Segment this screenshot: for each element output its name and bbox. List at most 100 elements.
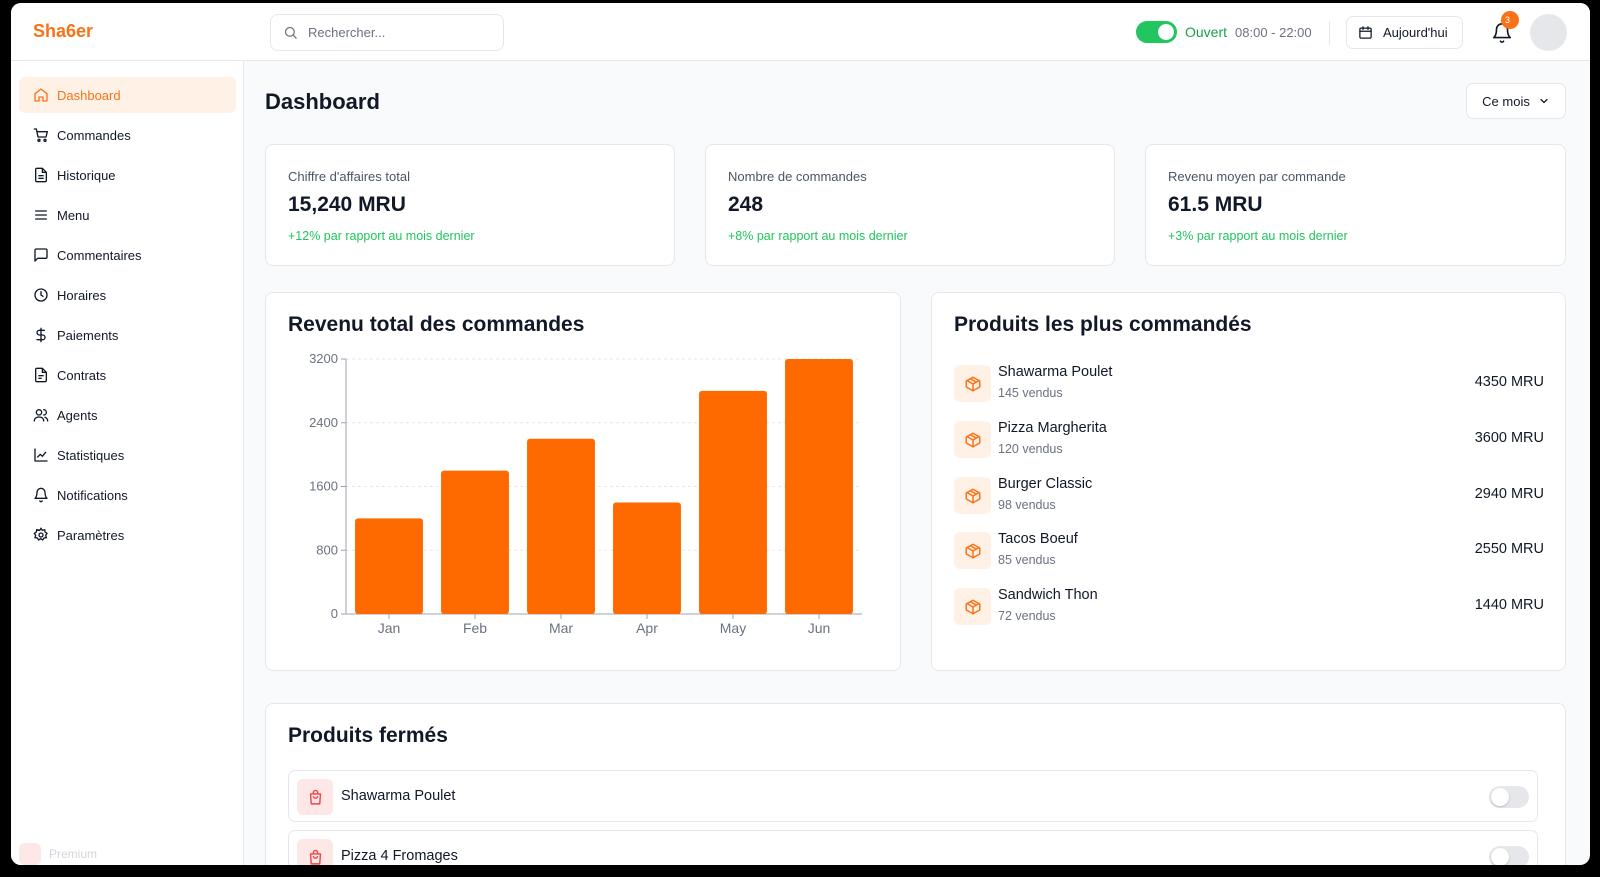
chart-bar[interactable] bbox=[699, 390, 767, 614]
x-tick-label: May bbox=[720, 620, 746, 636]
today-button[interactable]: Aujourd'hui bbox=[1346, 16, 1463, 49]
sidebar-item-commandes[interactable]: Commandes bbox=[19, 117, 236, 153]
sidebar-item-label: Historique bbox=[57, 167, 116, 183]
header-divider bbox=[1329, 21, 1330, 45]
document-icon bbox=[35, 367, 47, 383]
sidebar-item-label: Dashboard bbox=[57, 87, 121, 103]
x-tick-label: Mar bbox=[549, 620, 573, 636]
list-item[interactable]: Pizza Margherita 120 vendus 3600 MRU bbox=[954, 418, 1544, 460]
stat-card-orders: Nombre de commandes 248 +8% par rapport … bbox=[705, 144, 1115, 266]
chevron-down-icon bbox=[1540, 98, 1548, 104]
user-avatar[interactable] bbox=[1530, 14, 1567, 51]
product-name: Burger Classic bbox=[998, 476, 1093, 492]
sidebar-item-agents[interactable]: Agents bbox=[19, 397, 236, 433]
product-sold: 145 vendus bbox=[998, 386, 1063, 400]
sidebar-item-label: Agents bbox=[57, 407, 98, 423]
bell-icon bbox=[34, 487, 48, 503]
sidebar-item-commentaires[interactable]: Commentaires bbox=[19, 237, 236, 273]
stat-value: 248 bbox=[728, 193, 764, 216]
shopping-bag-icon bbox=[297, 779, 333, 815]
stat-change: +8% par rapport au mois dernier bbox=[728, 229, 908, 243]
sidebar-item-statistiques[interactable]: Statistiques bbox=[19, 437, 236, 473]
list-item[interactable]: Burger Classic 98 vendus 2940 MRU bbox=[954, 474, 1544, 516]
product-sold: 120 vendus bbox=[998, 442, 1063, 456]
x-tick-label: Jun bbox=[808, 620, 831, 636]
file-icon bbox=[35, 167, 47, 183]
revenue-chart-title: Revenu total des commandes bbox=[288, 313, 585, 336]
clock-icon bbox=[34, 288, 48, 302]
product-name: Tacos Boeuf bbox=[998, 531, 1078, 547]
product-revenue: 2940 MRU bbox=[1474, 486, 1544, 502]
x-tick-label: Feb bbox=[463, 620, 487, 636]
stat-change: +12% par rapport au mois dernier bbox=[288, 229, 475, 243]
stat-change: +3% par rapport au mois dernier bbox=[1168, 229, 1348, 243]
status-label: Ouvert bbox=[1185, 24, 1228, 40]
product-revenue: 3600 MRU bbox=[1474, 430, 1544, 446]
sidebar-item-label: Menu bbox=[57, 207, 90, 223]
message-icon bbox=[34, 248, 48, 262]
page-title: Dashboard bbox=[265, 89, 380, 114]
sidebar-item-paiements[interactable]: Paiements bbox=[19, 317, 236, 353]
stat-card-average: Revenu moyen par commande 61.5 MRU +3% p… bbox=[1145, 144, 1566, 266]
list-item[interactable]: Sandwich Thon 72 vendus 1440 MRU bbox=[954, 585, 1544, 627]
table-row: Pizza 4 Fromages bbox=[288, 830, 1538, 865]
gear-icon bbox=[33, 527, 48, 541]
open-toggle[interactable] bbox=[1136, 21, 1177, 43]
shopping-bag-icon bbox=[297, 839, 333, 865]
list-item[interactable]: Tacos Boeuf 85 vendus 2550 MRU bbox=[954, 529, 1544, 571]
product-availability-toggle[interactable] bbox=[1489, 846, 1529, 865]
sidebar-item-label: Paiements bbox=[57, 327, 119, 343]
notification-badge: 3 bbox=[1501, 11, 1519, 29]
chart-bar[interactable] bbox=[785, 359, 853, 614]
stat-label: Chiffre d'affaires total bbox=[288, 169, 410, 184]
app-logo[interactable]: Sha6er bbox=[33, 21, 94, 41]
y-tick-label: 3200 bbox=[309, 351, 338, 366]
product-name: Sandwich Thon bbox=[998, 587, 1098, 603]
top-header: Sha6er Ouvert 08:00 - 22:00 Aujourd'hui … bbox=[11, 3, 1590, 61]
package-icon bbox=[954, 421, 991, 458]
package-icon bbox=[954, 588, 991, 625]
stat-label: Nombre de commandes bbox=[728, 169, 867, 184]
open-status: Ouvert 08:00 - 22:00 bbox=[1136, 21, 1312, 43]
sidebar-item-label: Commentaires bbox=[57, 247, 142, 263]
sidebar-item-label: Notifications bbox=[57, 487, 128, 503]
product-revenue: 1440 MRU bbox=[1474, 597, 1544, 613]
package-icon bbox=[954, 532, 991, 569]
product-sold: 85 vendus bbox=[998, 553, 1056, 567]
search-box[interactable] bbox=[270, 14, 504, 51]
premium-link[interactable]: Premium bbox=[19, 843, 97, 865]
premium-icon bbox=[19, 843, 41, 865]
sidebar-item-parametres[interactable]: Paramètres bbox=[19, 517, 236, 553]
chart-bar[interactable] bbox=[441, 470, 509, 614]
x-tick-label: Apr bbox=[636, 620, 658, 636]
sidebar-item-horaires[interactable]: Horaires bbox=[19, 277, 236, 313]
sidebar-item-label: Paramètres bbox=[57, 527, 125, 543]
period-select[interactable]: Ce mois bbox=[1466, 83, 1566, 119]
product-availability-toggle[interactable] bbox=[1489, 786, 1529, 808]
revenue-chart-card: Revenu total des commandes 0 800 1600 2400 3… bbox=[265, 292, 901, 671]
sidebar-item-label: Commandes bbox=[57, 127, 131, 143]
chart-bar[interactable] bbox=[613, 502, 681, 614]
premium-label: Premium bbox=[49, 847, 98, 861]
stat-value: 61.5 MRU bbox=[1168, 193, 1263, 216]
search-input[interactable] bbox=[308, 25, 488, 40]
top-products-title: Produits les plus commandés bbox=[954, 313, 1252, 336]
sidebar-item-menu[interactable]: Menu bbox=[19, 197, 236, 233]
sidebar-item-dashboard[interactable]: Dashboard bbox=[19, 77, 236, 113]
today-label: Aujourd'hui bbox=[1383, 25, 1448, 40]
sidebar-item-notifications[interactable]: Notifications bbox=[19, 477, 236, 513]
revenue-bar-chart: 0 800 1600 2400 3200 Jan Feb Mar Apr May Jun bbox=[309, 351, 862, 636]
product-sold: 72 vendus bbox=[998, 609, 1056, 623]
sidebar-item-contrats[interactable]: Contrats bbox=[19, 357, 236, 393]
closed-products-card: Produits fermés Shawarma Poulet Pizza 4 … bbox=[265, 703, 1566, 865]
chart-bar[interactable] bbox=[527, 438, 595, 614]
sidebar-item-label: Horaires bbox=[57, 287, 107, 303]
package-icon bbox=[954, 365, 991, 402]
sidebar-item-historique[interactable]: Historique bbox=[19, 157, 236, 193]
list-item[interactable]: Shawarma Poulet 145 vendus 4350 MRU bbox=[954, 362, 1544, 404]
users-icon bbox=[33, 409, 49, 422]
y-tick-label: 0 bbox=[331, 606, 338, 621]
stat-value: 15,240 MRU bbox=[288, 193, 406, 216]
chart-bar[interactable] bbox=[355, 518, 423, 614]
closed-products-title: Produits fermés bbox=[288, 724, 448, 747]
